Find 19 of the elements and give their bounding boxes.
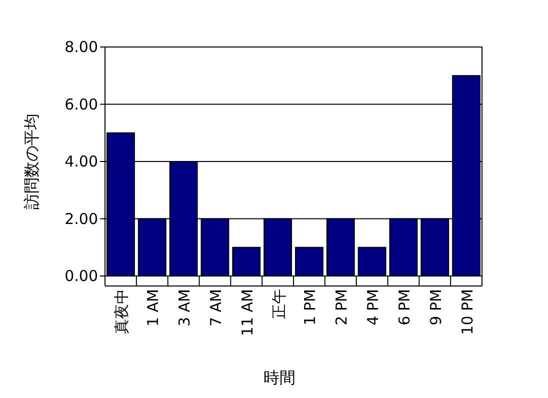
- x-axis-title: 時間: [264, 368, 296, 387]
- x-tick-label: 9 PM: [426, 289, 445, 326]
- y-tick-label: 6.00: [64, 95, 98, 114]
- y-axis-title: 訪問数の平均: [22, 114, 41, 210]
- y-tick-label: 8.00: [64, 38, 98, 56]
- y-tick-label: 0.00: [64, 267, 98, 285]
- x-tick-label: 7 AM: [206, 289, 225, 327]
- x-tick-label: 真夜中: [112, 289, 131, 334]
- x-tick-label: 2 PM: [332, 289, 351, 326]
- x-tick-label: 6 PM: [395, 289, 414, 326]
- x-tick-label: 1 AM: [144, 289, 162, 327]
- x-tick-label: 1 PM: [301, 289, 320, 326]
- y-tick-label: 4.00: [64, 152, 98, 170]
- x-tick-label: 4 PM: [364, 289, 382, 326]
- x-tick-label: 10 PM: [458, 289, 476, 335]
- x-tick-label: 11 AM: [238, 289, 256, 336]
- x-tick-label: 3 AM: [176, 289, 194, 327]
- y-tick-label: 2.00: [64, 210, 98, 228]
- x-tick-label: 正午: [270, 289, 288, 319]
